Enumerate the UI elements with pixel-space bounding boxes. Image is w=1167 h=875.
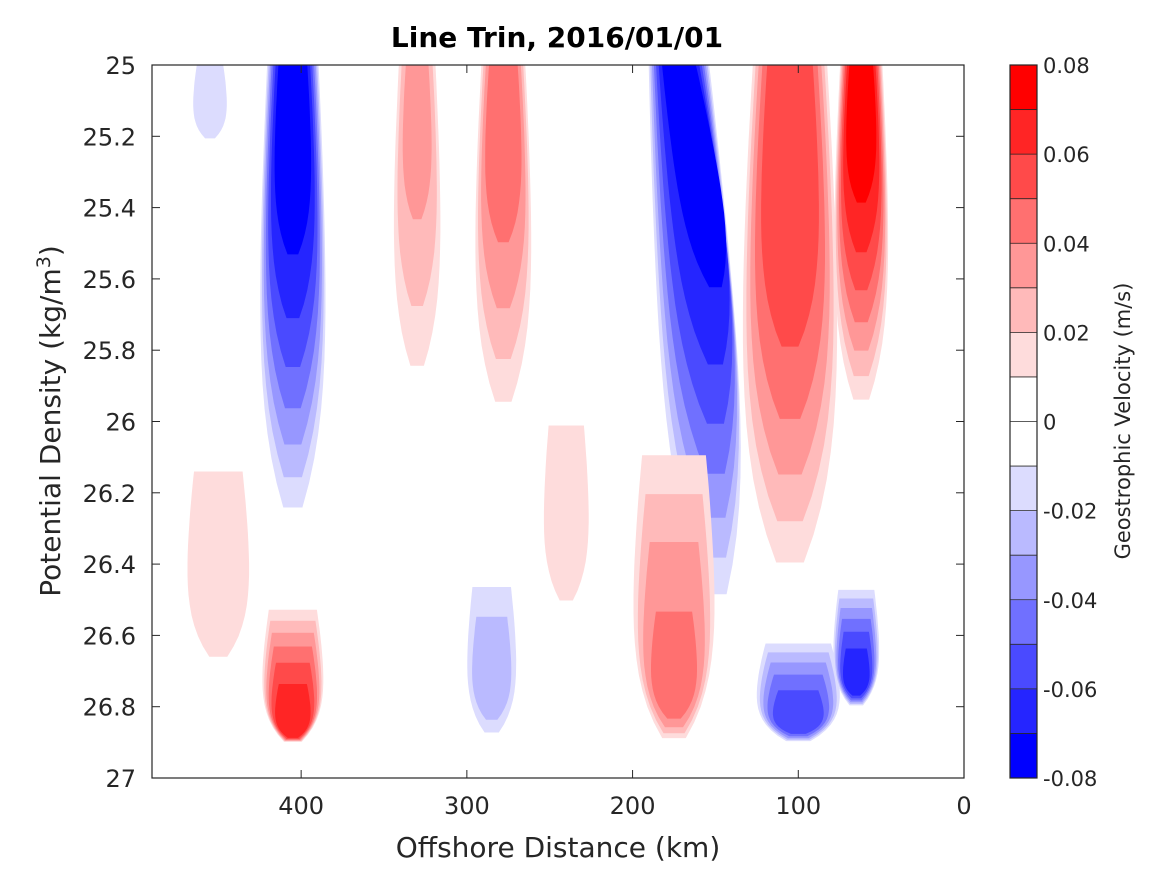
colorbar-swatch [1010, 733, 1037, 779]
colorbar-tick-label: -0.08 [1043, 767, 1097, 791]
x-axis-ticks: 400 300 200 100 0 [278, 65, 972, 820]
plot-area: 400 300 200 100 0 25 25.2 25.4 25.6 25.8 26 26.2 26… [83, 52, 972, 820]
contour-feature [543, 425, 589, 601]
y-tick-label: 26.2 [83, 480, 136, 508]
x-tick-label: 0 [956, 792, 971, 820]
colorbar-swatch [1010, 555, 1037, 601]
contour-band [651, 611, 697, 719]
colorbar-tick-label: -0.06 [1043, 678, 1097, 702]
colorbar-swatch [1010, 421, 1037, 467]
y-axis-ticks: 25 25.2 25.4 25.6 25.8 26 26.2 26.4 26.6 26.8 27 [83, 52, 964, 793]
colorbar-label: Geostrophic Velocity (m/s) [1111, 283, 1135, 560]
contour-band [761, 65, 819, 347]
y-tick-label: 25.2 [83, 123, 136, 151]
contour-band [402, 65, 432, 220]
y-axis-label: Potential Density (kg/m3) [33, 245, 67, 597]
y-tick-label: 26.4 [83, 551, 136, 579]
contour-feature [262, 609, 324, 742]
contour-band [772, 690, 824, 734]
contour-band [274, 65, 312, 255]
colorbar-swatch [1010, 644, 1037, 690]
x-tick-label: 100 [775, 792, 821, 820]
y-tick-label: 25.8 [83, 337, 136, 365]
contour-band [472, 616, 512, 720]
colorbar-swatch [1010, 198, 1037, 244]
colorbar-swatches [1010, 65, 1037, 779]
colorbar-tick-label: 0 [1043, 411, 1056, 435]
contour-fill-layer [187, 65, 889, 742]
contour-feature [193, 65, 227, 139]
contour-feature [475, 65, 532, 402]
colorbar: 0.08 0.06 0.04 0.02 0 -0.02 -0.04 -0.06 -0.08 [1009, 54, 1097, 791]
y-axis-label-close: ) [34, 245, 67, 256]
x-tick-label: 400 [278, 792, 324, 820]
colorbar-ticks: 0.08 0.06 0.04 0.02 0 -0.02 -0.04 -0.06 -0.08 [1043, 54, 1097, 791]
colorbar-tick-label: -0.04 [1043, 589, 1097, 613]
colorbar-swatch [1010, 287, 1037, 333]
contour-feature [648, 65, 741, 595]
contour-band [275, 684, 311, 738]
colorbar-frame [1009, 64, 1038, 779]
colorbar-swatch [1010, 510, 1037, 556]
contour-band [485, 65, 522, 243]
chart-title: Line Trin, 2016/01/01 [391, 21, 723, 54]
contour-band [843, 648, 870, 696]
contour-band [193, 65, 227, 139]
colorbar-tick-label: 0.04 [1043, 232, 1090, 256]
y-tick-label: 25.6 [83, 266, 136, 294]
colorbar-tick-label: 0.08 [1043, 54, 1090, 78]
contour-feature [260, 65, 326, 508]
y-axis-label-superscript: 3 [33, 256, 55, 268]
contour-band [662, 65, 727, 288]
colorbar-swatch [1010, 109, 1037, 155]
x-tick-label: 200 [610, 792, 656, 820]
colorbar-swatch [1010, 376, 1037, 422]
y-axis-label-text: Potential Density (kg/m [34, 268, 67, 597]
y-tick-label: 25.4 [83, 195, 136, 223]
colorbar-swatch [1010, 243, 1037, 289]
y-tick-label: 26.6 [83, 622, 136, 650]
colorbar-swatch [1010, 599, 1037, 645]
contour-feature [833, 589, 880, 706]
colorbar-tick-label: -0.02 [1043, 500, 1097, 524]
contour-band [187, 471, 250, 657]
x-axis-label: Offshore Distance (km) [396, 831, 721, 864]
contour-feature [756, 643, 840, 742]
contour-feature [393, 65, 441, 366]
contour-feature [633, 455, 715, 739]
contour-feature [467, 587, 517, 733]
colorbar-swatch [1010, 332, 1037, 378]
contour-feature [742, 65, 838, 563]
x-tick-label: 300 [444, 792, 490, 820]
y-tick-label: 27 [105, 765, 136, 793]
y-tick-label: 26.8 [83, 694, 136, 722]
contour-band [543, 425, 589, 601]
y-tick-label: 26 [105, 409, 136, 437]
contour-feature [187, 471, 250, 657]
colorbar-swatch [1010, 688, 1037, 734]
y-tick-label: 25 [105, 52, 136, 80]
colorbar-tick-label: 0.06 [1043, 143, 1090, 167]
colorbar-tick-label: 0.02 [1043, 321, 1090, 345]
contour-band [846, 65, 877, 203]
colorbar-swatch [1010, 65, 1037, 111]
contour-feature [834, 65, 889, 400]
colorbar-swatch [1010, 154, 1037, 200]
colorbar-swatch [1010, 466, 1037, 512]
